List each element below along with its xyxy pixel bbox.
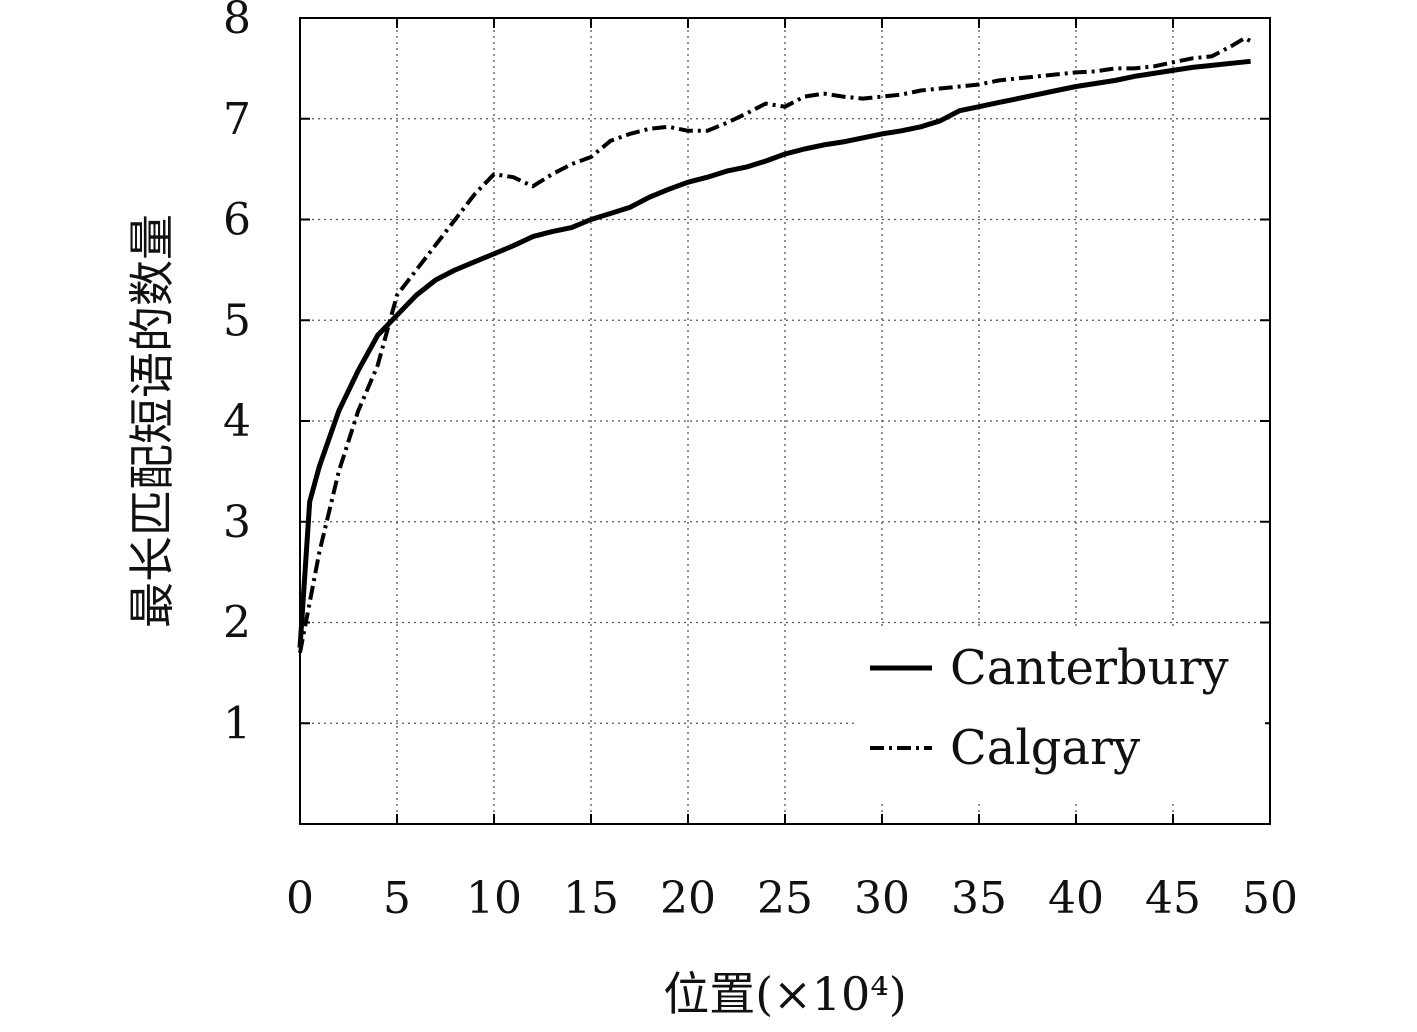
legend-box (855, 630, 1265, 800)
x-tick-label: 50 (1242, 873, 1298, 924)
x-tick-label: 45 (1145, 873, 1201, 924)
y-tick-label: 4 (223, 396, 251, 447)
y-tick-label: 7 (223, 94, 251, 145)
y-tick-labels: 1 2 3 4 5 6 7 8 (223, 0, 251, 749)
series-line-canterbury (297, 58, 1251, 648)
x-tick-label: 20 (660, 873, 716, 924)
y-tick-label: 1 (223, 698, 251, 749)
x-tick-label: 15 (563, 873, 619, 924)
axis-ticks (299, 17, 1271, 824)
y-tick-label: 2 (223, 598, 251, 649)
y-tick-label: 8 (223, 0, 251, 44)
x-tick-label: 10 (466, 873, 522, 924)
legend-label-canterbury: Canterbury (950, 640, 1229, 696)
grid-lines (300, 18, 1270, 824)
legend: Canterbury Calgary (855, 630, 1265, 800)
x-tick-label: 25 (757, 873, 813, 924)
series-line-calgary (298, 36, 1256, 654)
x-tick-labels: 0 5 10 15 20 25 30 35 40 45 50 (286, 873, 1298, 924)
x-tick-label: 35 (951, 873, 1007, 924)
x-tick-label: 40 (1048, 873, 1104, 924)
x-tick-label: 0 (286, 873, 314, 924)
x-tick-label: 5 (383, 873, 411, 924)
series-lines (297, 36, 1256, 654)
x-tick-label: 30 (854, 873, 910, 924)
y-tick-label: 3 (223, 497, 251, 548)
y-tick-label: 6 (223, 195, 251, 246)
y-tick-label: 5 (223, 295, 251, 346)
y-axis-title: 最长匹配短语的数量 (125, 214, 179, 628)
x-axis-title: 位置(×10⁴) (663, 967, 906, 1021)
legend-label-calgary: Calgary (950, 720, 1140, 776)
